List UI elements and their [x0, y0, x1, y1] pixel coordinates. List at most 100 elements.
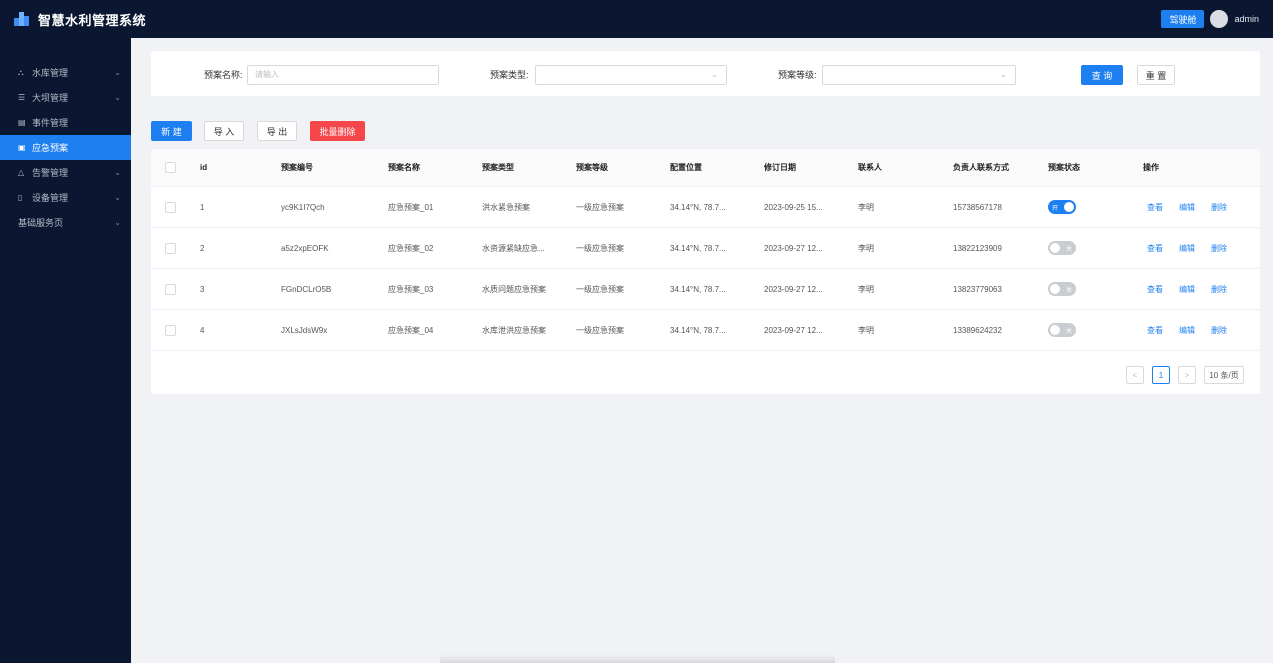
sidebar-item-label: 水库管理	[32, 66, 68, 79]
username[interactable]: admin	[1234, 14, 1259, 24]
header-actions: 驾驶舱 admin	[1161, 10, 1259, 28]
sidebar-item-basic-service[interactable]: 基础服务页 ⌄	[0, 210, 131, 235]
edit-link[interactable]: 编辑	[1179, 284, 1195, 295]
column-header: 配置位置	[670, 149, 702, 186]
cell-phone: 13389624232	[953, 310, 1002, 350]
cell-name: 应急预案_04	[388, 310, 433, 350]
edit-link[interactable]: 编辑	[1179, 325, 1195, 336]
import-button[interactable]: 导 入	[204, 121, 244, 141]
view-link[interactable]: 查看	[1147, 202, 1163, 213]
cell-contact: 李明	[858, 187, 874, 227]
column-header: 预案编号	[281, 149, 313, 186]
cell-name: 应急预案_02	[388, 228, 433, 268]
sidebar-item-dam[interactable]: ☰ 大坝管理 ⌄	[0, 85, 131, 110]
sidebar-item-label: 事件管理	[32, 116, 68, 129]
cell-level: 一级应急预案	[576, 310, 624, 350]
plan-icon: ▣	[18, 143, 27, 152]
cell-id: 1	[200, 187, 204, 227]
filter-panel: 预案名称: 请输入 预案类型: ⌄ 预案等级: ⌄ 查 询 重 置	[151, 51, 1260, 96]
cell-phone: 13823779063	[953, 269, 1002, 309]
reservoir-icon: ⛬	[18, 68, 27, 78]
app-title: 智慧水利管理系统	[38, 10, 146, 29]
sidebar-item-reservoir[interactable]: ⛬ 水库管理 ⌄	[0, 60, 131, 85]
cell-date: 2023-09-27 12...	[764, 310, 823, 350]
cell-location: 34.14°N, 78.7...	[670, 269, 726, 309]
dam-icon: ☰	[18, 93, 27, 102]
column-header: 预案名称	[388, 149, 420, 186]
new-button[interactable]: 新 建	[151, 121, 192, 141]
chevron-down-icon: ⌄	[114, 168, 121, 177]
plan-name-input[interactable]: 请输入	[247, 65, 439, 85]
column-header: 负责人联系方式	[953, 149, 1009, 186]
row-checkbox[interactable]	[165, 202, 176, 213]
cell-type: 水资源紧缺应急...	[482, 228, 568, 268]
app-logo-icon	[14, 12, 30, 26]
cell-code: yc9K1I7Qch	[281, 187, 325, 227]
cell-type: 洪水紧急预案	[482, 187, 568, 227]
cell-type: 水库泄洪应急预案	[482, 310, 568, 350]
chevron-down-icon: ⌄	[711, 66, 718, 84]
status-toggle[interactable]: 关	[1048, 241, 1076, 255]
page-size-select[interactable]: 10 条/页	[1204, 366, 1244, 384]
row-checkbox[interactable]	[165, 284, 176, 295]
row-checkbox[interactable]	[165, 325, 176, 336]
export-button[interactable]: 导 出	[257, 121, 297, 141]
page-number-button[interactable]: 1	[1152, 366, 1170, 384]
column-header: 预案等级	[576, 149, 608, 186]
edit-link[interactable]: 编辑	[1179, 202, 1195, 213]
cell-contact: 李明	[858, 228, 874, 268]
cell-contact: 李明	[858, 269, 874, 309]
cockpit-button[interactable]: 驾驶舱	[1161, 10, 1204, 28]
view-link[interactable]: 查看	[1147, 325, 1163, 336]
cell-code: JXLsJdsW9x	[281, 310, 327, 350]
sidebar-item-label: 应急预案	[32, 141, 68, 154]
reset-button[interactable]: 重 置	[1137, 65, 1175, 85]
prev-page-button[interactable]: <	[1126, 366, 1144, 384]
status-toggle[interactable]: 关	[1048, 282, 1076, 296]
sidebar-item-device[interactable]: ▯ 设备管理 ⌄	[0, 185, 131, 210]
sidebar-item-label: 基础服务页	[18, 216, 63, 229]
view-link[interactable]: 查看	[1147, 284, 1163, 295]
column-header: 预案状态	[1048, 149, 1080, 186]
plan-level-select[interactable]: ⌄	[822, 65, 1016, 85]
cell-id: 3	[200, 269, 204, 309]
delete-link[interactable]: 删除	[1211, 243, 1227, 254]
sidebar-item-alarm[interactable]: △ 告警管理 ⌄	[0, 160, 131, 185]
cell-location: 34.14°N, 78.7...	[670, 187, 726, 227]
row-checkbox[interactable]	[165, 243, 176, 254]
event-icon: ▤	[18, 118, 27, 127]
device-icon: ▯	[18, 193, 27, 202]
view-link[interactable]: 查看	[1147, 243, 1163, 254]
delete-link[interactable]: 删除	[1211, 284, 1227, 295]
plan-level-label: 预案等级:	[778, 68, 817, 81]
next-page-button[interactable]: >	[1178, 366, 1196, 384]
cell-contact: 李明	[858, 310, 874, 350]
chevron-down-icon: ⌄	[1000, 66, 1007, 84]
sidebar-item-event[interactable]: ▤ 事件管理	[0, 110, 131, 135]
column-header: 联系人	[858, 149, 882, 186]
cell-id: 4	[200, 310, 204, 350]
top-header: 智慧水利管理系统 驾驶舱 admin	[0, 0, 1273, 38]
alarm-icon: △	[18, 168, 27, 177]
search-button[interactable]: 查 询	[1081, 65, 1123, 85]
select-all-checkbox[interactable]	[165, 162, 176, 173]
cell-type: 水质问题应急预案	[482, 269, 568, 309]
delete-link[interactable]: 删除	[1211, 202, 1227, 213]
column-header: id	[200, 149, 207, 186]
sidebar-item-label: 告警管理	[32, 166, 68, 179]
bottom-scroll-shadow	[440, 654, 835, 663]
cell-location: 34.14°N, 78.7...	[670, 228, 726, 268]
cell-date: 2023-09-27 12...	[764, 269, 823, 309]
table-row: 3 FGnDCLrO5B 应急预案_03 水质问题应急预案 一级应急预案 34.…	[151, 269, 1260, 310]
chevron-down-icon: ⌄	[114, 218, 121, 227]
edit-link[interactable]: 编辑	[1179, 243, 1195, 254]
status-toggle[interactable]: 关	[1048, 323, 1076, 337]
table-row: 2 a5z2xpEOFK 应急预案_02 水资源紧缺应急... 一级应急预案 3…	[151, 228, 1260, 269]
delete-link[interactable]: 删除	[1211, 325, 1227, 336]
sidebar-item-emergency-plan[interactable]: ▣ 应急预案	[0, 135, 131, 160]
column-header: 修订日期	[764, 149, 796, 186]
batch-delete-button[interactable]: 批量删除	[310, 121, 365, 141]
status-toggle[interactable]: 开	[1048, 200, 1076, 214]
avatar[interactable]	[1210, 10, 1228, 28]
plan-type-select[interactable]: ⌄	[535, 65, 727, 85]
